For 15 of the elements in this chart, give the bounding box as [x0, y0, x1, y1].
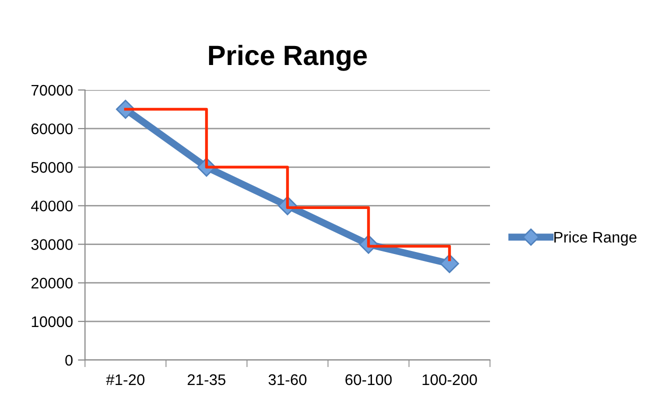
chart-title: Price Range: [209, 44, 367, 71]
y-tick-label: 20000: [31, 278, 73, 289]
x-tick-label: 100-200: [422, 374, 477, 386]
x-tick-label: 31-60: [268, 374, 306, 386]
x-tick-label: 21-35: [188, 374, 226, 386]
legend-label: Price Range: [554, 231, 636, 246]
y-tick-label: 50000: [31, 162, 73, 173]
y-tick-label: 10000: [32, 316, 73, 328]
y-tick-label: 30000: [31, 239, 73, 250]
x-tick-label: 60-100: [345, 374, 392, 386]
y-tick-label: 60000: [31, 123, 73, 134]
y-tick-label: 40000: [31, 200, 73, 212]
x-tick-label: #1-20: [106, 374, 144, 386]
y-tick-label: 70000: [32, 84, 73, 96]
y-tick-label: 0: [65, 354, 73, 366]
